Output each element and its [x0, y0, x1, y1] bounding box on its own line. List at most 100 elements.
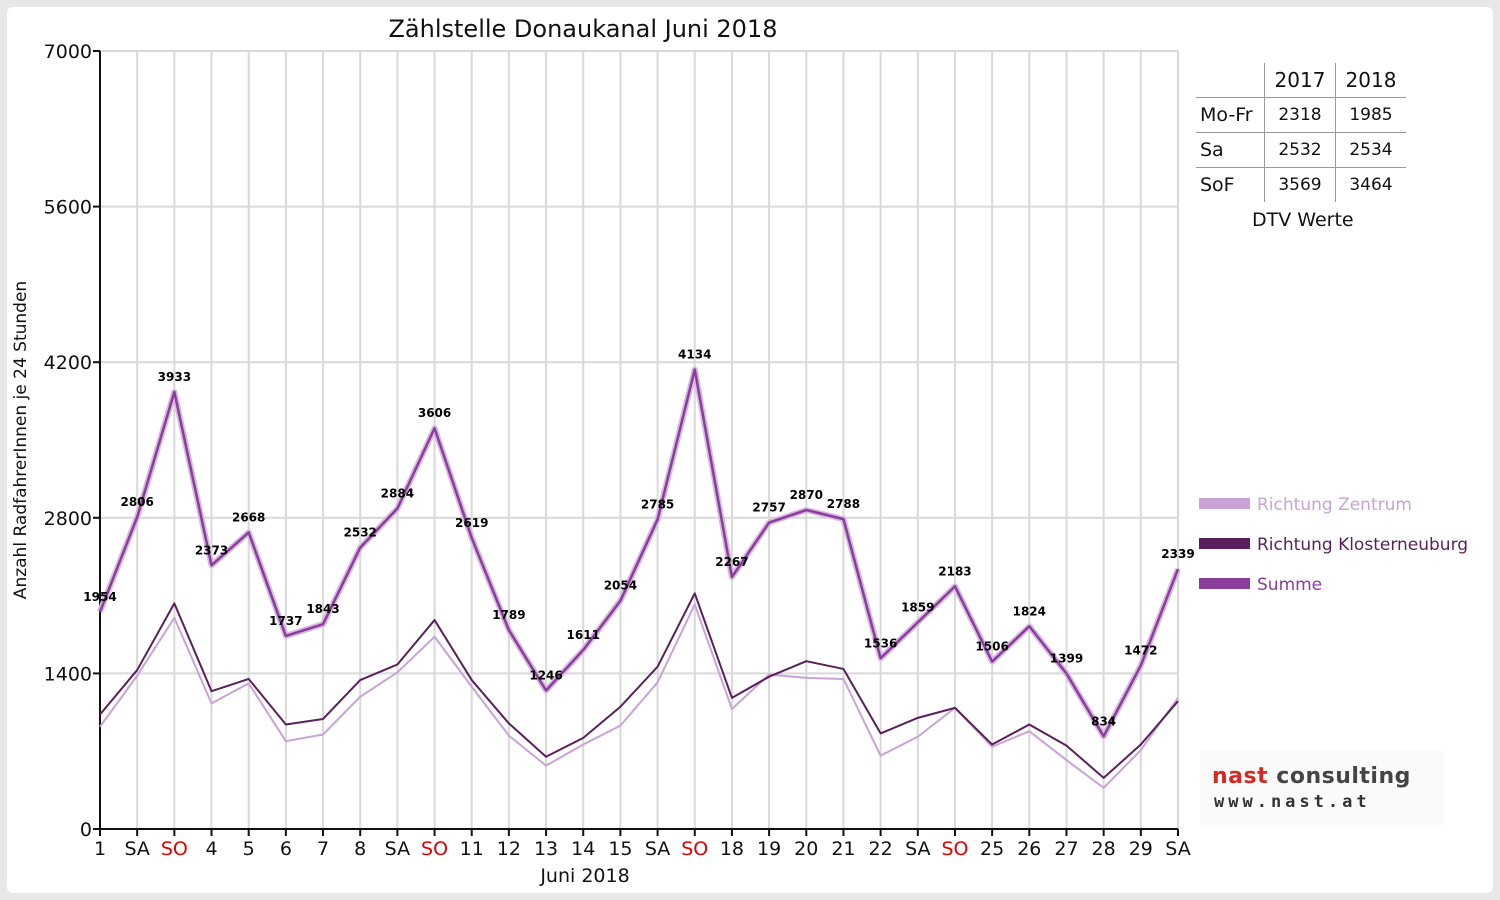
x-tick-label: 11: [460, 838, 484, 860]
data-label: 2757: [752, 501, 785, 515]
data-label: 2183: [938, 564, 971, 578]
x-tick-label: SA: [645, 838, 670, 860]
x-tick-label: 20: [794, 838, 818, 860]
legend-label: Summe: [1257, 575, 1322, 595]
data-label: 2267: [715, 555, 748, 569]
x-tick-label: 19: [757, 838, 781, 860]
dtv-cell: 2318: [1264, 97, 1336, 133]
legend-swatch: [1199, 498, 1250, 509]
x-tick-label: SO: [941, 838, 968, 860]
data-label: 2668: [232, 510, 265, 524]
data-label: 834: [1091, 714, 1116, 728]
x-tick-label: 27: [1054, 838, 1078, 860]
data-label: 2806: [120, 495, 153, 509]
dtv-cell: 2532: [1264, 132, 1336, 168]
x-tick-label: SO: [421, 838, 448, 860]
dtv-cell: 2534: [1335, 132, 1406, 168]
data-label: 1506: [975, 640, 1008, 654]
dtv-header-empty: [1196, 63, 1265, 98]
x-tick-label: SA: [124, 838, 149, 860]
x-tick-label: 4: [205, 838, 217, 860]
x-tick-label: SA: [385, 838, 410, 860]
x-tick-label: 26: [1017, 838, 1041, 860]
data-label: 1859: [901, 600, 934, 614]
data-label: 1472: [1124, 643, 1157, 657]
dtv-row-label: Sa: [1196, 132, 1265, 168]
legend: Richtung Zentrum Richtung Klosterneuburg S…: [1199, 495, 1468, 595]
data-label: 1824: [1013, 604, 1046, 618]
x-tick-label: SA: [905, 838, 930, 860]
x-tick-label: 21: [831, 838, 855, 860]
y-axis-label: Anzahl RadfahrerInnen je 24 Stunden: [11, 281, 31, 599]
data-label: 2785: [641, 497, 674, 511]
x-tick-label: 18: [720, 838, 744, 860]
company-logo: nast consulting www.nast.at: [1200, 750, 1443, 825]
x-tick-label: 25: [980, 838, 1004, 860]
dtv-row-label: SoF: [1200, 174, 1235, 196]
logo-url: www.nast.at: [1214, 792, 1371, 812]
data-label: 2532: [344, 526, 377, 540]
logo-name: nast consulting: [1212, 764, 1411, 789]
data-label: 2619: [455, 516, 488, 530]
series-line: [99, 603, 1179, 789]
legend-swatch: [1199, 538, 1250, 549]
data-labels: 1954 2806 3933 2373 2668 1737 1843 2532 2884 3606…: [83, 348, 1194, 729]
logo-name-part2: consulting: [1276, 764, 1411, 789]
data-label: 1611: [567, 628, 600, 642]
x-tick-label: 14: [571, 838, 595, 860]
data-label: 2884: [381, 486, 414, 500]
logo-name-part1: nast: [1212, 764, 1269, 789]
data-label: 1399: [1050, 652, 1083, 666]
y-tick-label: 2800: [44, 508, 92, 530]
series-line: [98, 368, 1180, 738]
data-label: 2788: [827, 497, 860, 511]
y-tick-label: 1400: [44, 663, 92, 685]
data-label: 2054: [604, 579, 637, 593]
data-label: 3606: [418, 406, 451, 420]
series-line: [99, 592, 1179, 779]
legend-swatch: [1199, 578, 1250, 589]
dtv-caption: DTV Werte: [1252, 209, 1354, 231]
data-label: 2339: [1161, 547, 1194, 561]
y-tick-label: 4200: [44, 352, 92, 374]
dtv-cell: 3464: [1335, 167, 1406, 202]
x-tick-label: 7: [317, 838, 329, 860]
x-tick-label: 8: [354, 838, 366, 860]
x-tick-label: 28: [1092, 838, 1116, 860]
data-label: 1789: [492, 608, 525, 622]
series-lines: [97, 366, 1181, 789]
data-label: 1737: [269, 614, 302, 628]
data-label: 2373: [195, 543, 228, 557]
y-tick-label: 5600: [44, 197, 92, 219]
x-tick-label: 6: [280, 838, 292, 860]
x-tick-label: SA: [1165, 838, 1190, 860]
y-axis-ticks: 0 1400 2800 4200 5600 7000: [44, 41, 100, 841]
x-tick-label: 13: [534, 838, 558, 860]
grid: [100, 50, 1179, 829]
legend-label: Richtung Zentrum: [1257, 495, 1412, 515]
data-label: 1954: [83, 590, 116, 604]
x-tick-label: 1: [94, 838, 106, 860]
dtv-table: 2017 2018 Mo-Fr 2318 1985 Sa 2532 2534 S…: [1196, 63, 1406, 202]
x-axis-ticks: 1 SA SO 4 5 6 7 8 SA SO 11 12 13 14 15 SA SO 18 19 20 21 22 SA…: [94, 829, 1191, 860]
legend-label: Richtung Klosterneuburg: [1257, 535, 1468, 555]
x-tick-label: 12: [497, 838, 521, 860]
data-label: 1246: [529, 669, 562, 683]
dtv-cell: 3569: [1264, 167, 1336, 202]
x-tick-label: SO: [681, 838, 708, 860]
x-tick-label: 29: [1129, 838, 1153, 860]
x-tick-label: 22: [869, 838, 893, 860]
data-label: 3933: [158, 370, 191, 384]
data-label: 4134: [678, 348, 711, 362]
data-label: 1536: [864, 636, 897, 650]
x-tick-label: SO: [161, 838, 188, 860]
y-tick-label: 0: [80, 819, 92, 841]
dtv-header-2018: 2018: [1335, 63, 1406, 98]
dtv-cell: 1985: [1335, 97, 1406, 133]
x-tick-label: 5: [243, 838, 255, 860]
x-axis-label: Juni 2018: [539, 865, 629, 887]
dtv-row-label: Mo-Fr: [1196, 97, 1265, 133]
axes: [99, 51, 1178, 830]
chart-title: Zählstelle Donaukanal Juni 2018: [388, 15, 777, 43]
